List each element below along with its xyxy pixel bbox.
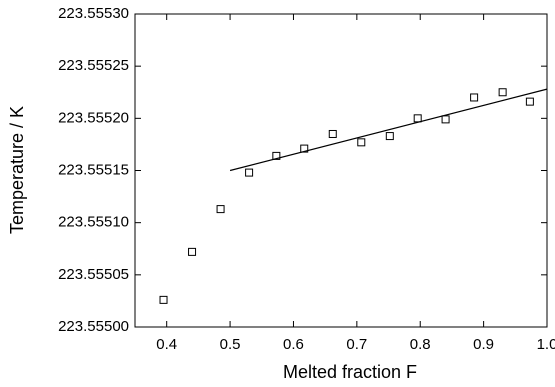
data-point bbox=[413, 114, 422, 123]
data-point bbox=[357, 138, 366, 147]
plot-frame bbox=[134, 13, 548, 328]
y-tick-label: 223.55530 bbox=[58, 5, 129, 22]
x-tick-label: 0.9 bbox=[473, 336, 494, 353]
x-tick-label: 1.0 bbox=[537, 336, 555, 353]
data-point bbox=[328, 129, 337, 138]
y-axis-label: Temperature / K bbox=[7, 106, 27, 234]
x-tick-label: 0.7 bbox=[346, 336, 367, 353]
y-tick-label: 223.55505 bbox=[58, 266, 129, 283]
data-point bbox=[470, 93, 479, 102]
x-tick-label: 0.5 bbox=[220, 336, 241, 353]
x-axis-label: Melted fraction F bbox=[283, 362, 417, 382]
y-tick-label: 223.55520 bbox=[58, 109, 129, 126]
x-tick-label: 0.4 bbox=[156, 336, 177, 353]
y-tick-label: 223.55500 bbox=[58, 318, 129, 335]
data-point bbox=[272, 151, 281, 160]
data-point bbox=[498, 88, 507, 97]
y-tick-label: 223.55525 bbox=[58, 57, 129, 74]
data-point bbox=[216, 205, 225, 214]
data-point bbox=[159, 295, 168, 304]
data-point bbox=[525, 97, 534, 106]
fit-line bbox=[229, 88, 548, 172]
data-point bbox=[385, 132, 394, 141]
data-point bbox=[188, 247, 197, 256]
data-point bbox=[441, 115, 450, 124]
y-tick-label: 223.55510 bbox=[58, 214, 129, 231]
y-tick-label: 223.55515 bbox=[58, 161, 129, 178]
data-point bbox=[300, 144, 309, 153]
data-point bbox=[245, 168, 254, 177]
x-tick-label: 0.8 bbox=[410, 336, 431, 353]
x-tick-label: 0.6 bbox=[283, 336, 304, 353]
